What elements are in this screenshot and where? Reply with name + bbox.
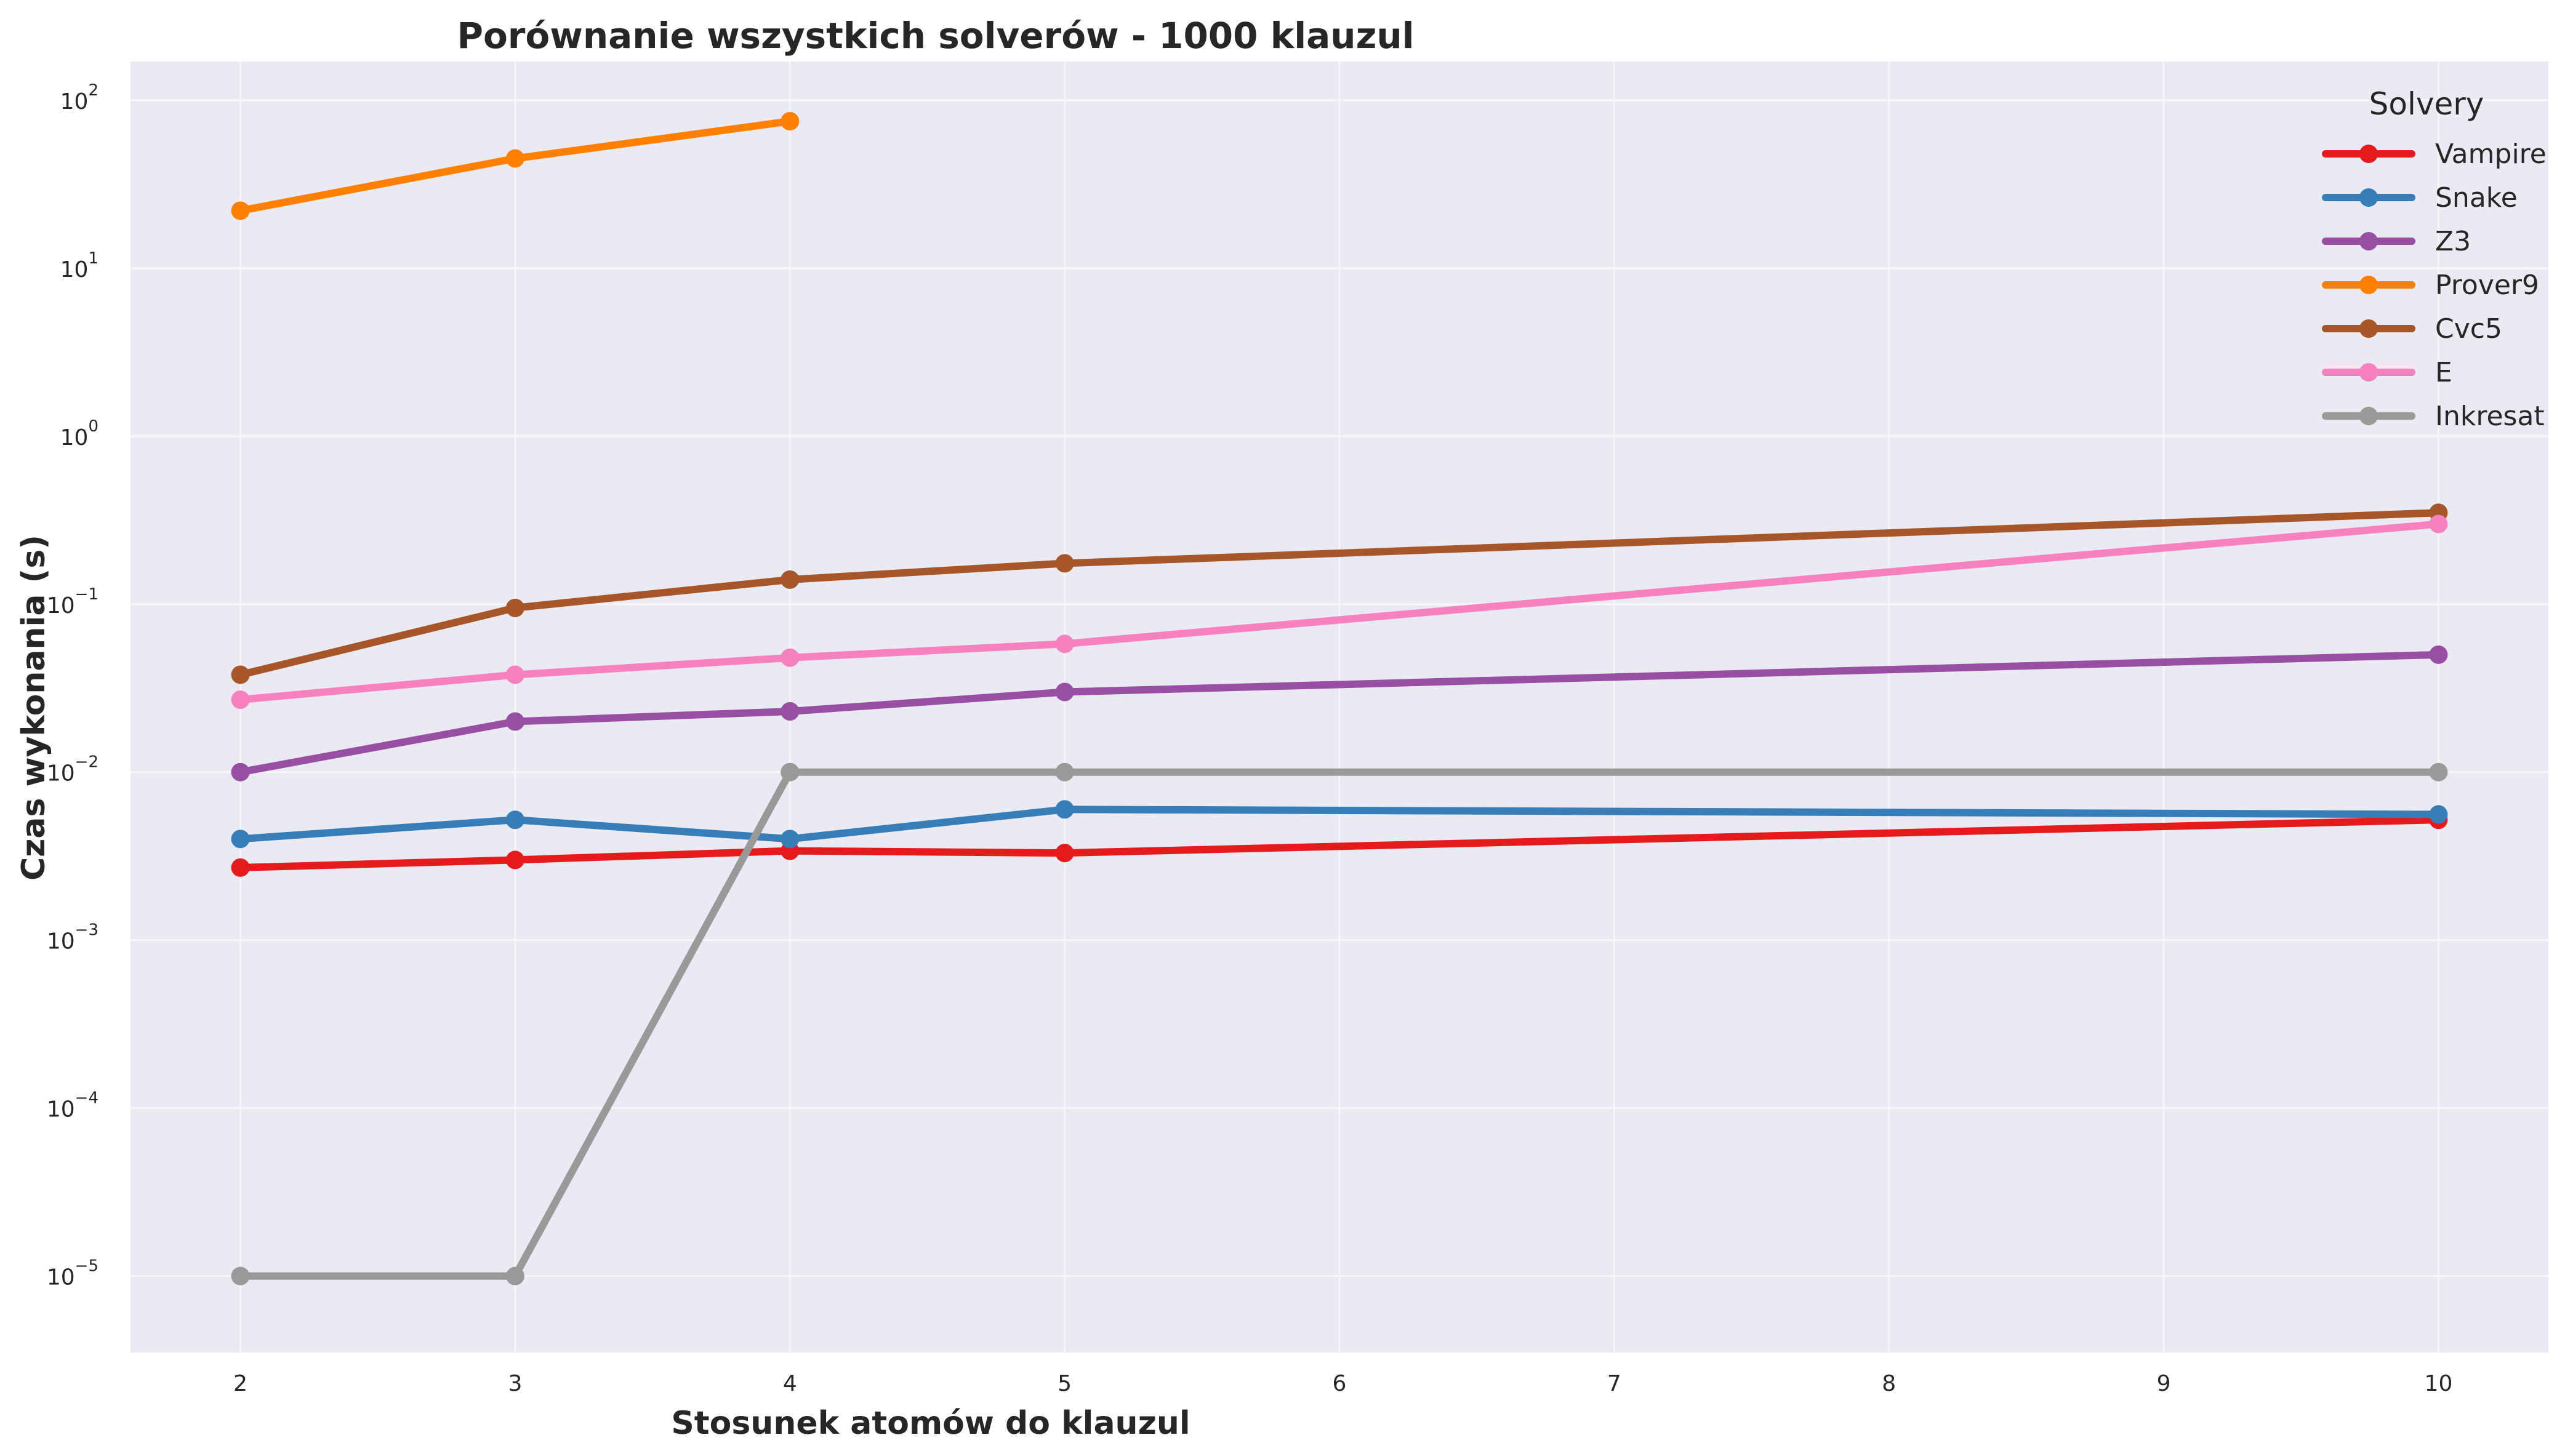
legend-label: Z3 [2435,226,2471,257]
legend-title: Solvery [2369,86,2484,122]
legend-swatch-marker [2359,363,2378,382]
data-point-vampire [231,858,250,877]
grid-lines [130,62,2548,1353]
y-tick-label: 100 [60,417,98,450]
series-prover9 [231,112,800,220]
legend: Solvery Vampire Snake Z3 Prover9 Cvc5 E Inkres… [2322,86,2547,432]
chart-title: Porównanie wszystkich solverów - 1000 kl… [457,15,1414,57]
x-tick-label: 2 [233,1371,247,1396]
legend-swatch-marker [2359,188,2378,207]
legend-label: Snake [2435,182,2518,214]
data-point-prover9 [505,149,524,168]
data-point-cvc5 [1055,554,1074,573]
y-tick-label: 10−4 [47,1089,98,1122]
data-point-cvc5 [781,570,800,589]
data-point-prover9 [781,112,800,131]
x-axis-label: Stosunek atomów do klauzul [671,1405,1190,1442]
data-point-e [505,665,524,684]
x-tick-label: 5 [1058,1371,1072,1396]
series-lines [231,112,2448,1286]
data-point-inkresat [505,1266,524,1286]
legend-label: Vampire [2435,138,2547,170]
x-tick-label: 3 [508,1371,522,1396]
legend-entry-vampire: Vampire [2322,138,2547,170]
data-point-snake [1055,800,1074,819]
data-point-inkresat [781,762,800,782]
series-snake [231,800,2448,849]
data-point-snake [2429,805,2448,824]
y-tick-label: 101 [60,249,98,282]
x-tick-label: 6 [1333,1371,1347,1396]
series-inkresat [231,762,2448,1286]
data-point-snake [231,830,250,849]
data-point-z3 [505,712,524,731]
legend-entry-prover9: Prover9 [2322,270,2539,301]
legend-swatch-marker [2359,232,2378,250]
legend-entry-inkresat: Inkresat [2322,401,2545,432]
legend-entry-z3: Z3 [2322,226,2471,257]
legend-swatch-marker [2359,407,2378,425]
data-point-z3 [2429,645,2448,664]
data-point-e [1055,634,1074,654]
series-z3 [231,645,2448,782]
legend-swatch-marker [2359,276,2378,294]
data-point-vampire [505,850,524,870]
y-tick-label: 10−5 [47,1257,98,1290]
data-point-cvc5 [231,665,250,684]
series-vampire [231,810,2448,877]
y-tick-label: 10−1 [47,585,98,618]
data-point-snake [505,810,524,830]
legend-label: E [2435,357,2452,388]
data-point-vampire [1055,844,1074,863]
data-point-inkresat [2429,762,2448,782]
y-tick-labels: 10−5 10−4 10−3 10−2 10−1 100 101 102 [47,81,98,1290]
data-point-z3 [781,702,800,721]
y-axis-label: Czas wykonania (s) [15,535,52,881]
x-tick-label: 10 [2425,1371,2453,1396]
y-tick-label: 102 [60,81,98,114]
data-point-z3 [231,762,250,782]
data-point-inkresat [1055,762,1074,782]
legend-label: Prover9 [2435,270,2539,301]
data-point-inkresat [231,1266,250,1286]
y-tick-label: 10−3 [47,921,98,954]
legend-swatch-marker [2359,145,2378,163]
series-cvc5 [231,503,2448,684]
legend-label: Cvc5 [2435,313,2502,345]
x-tick-label: 9 [2157,1371,2171,1396]
legend-entry-e: E [2322,357,2452,388]
data-point-prover9 [231,201,250,220]
legend-swatch-marker [2359,319,2378,338]
x-tick-label: 4 [783,1371,797,1396]
legend-entry-cvc5: Cvc5 [2322,313,2502,345]
data-point-snake [781,830,800,849]
data-point-e [2429,514,2448,534]
x-tick-labels: 2 3 4 5 6 7 8 9 10 [233,1371,2452,1396]
data-point-e [231,690,250,709]
legend-entry-snake: Snake [2322,182,2518,214]
y-tick-label: 10−2 [47,753,98,786]
x-tick-label: 7 [1607,1371,1621,1396]
series-e [231,514,2448,709]
x-tick-label: 8 [1882,1371,1896,1396]
legend-label: Inkresat [2435,401,2545,432]
data-point-z3 [1055,682,1074,702]
data-point-e [781,648,800,667]
data-point-cvc5 [505,598,524,617]
